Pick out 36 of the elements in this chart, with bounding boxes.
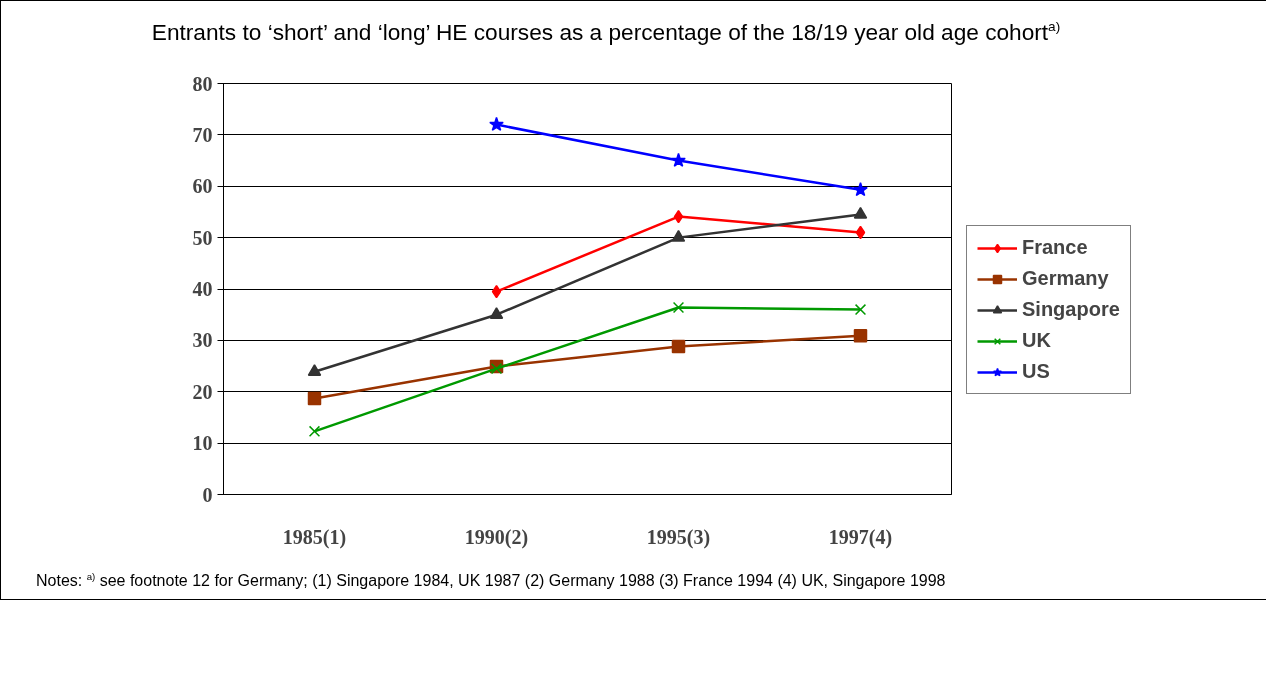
legend-label: Germany	[1022, 267, 1109, 291]
point	[671, 153, 686, 168]
y-tick-label: 30	[192, 329, 213, 352]
point	[489, 117, 504, 132]
y-tick-label: 70	[192, 124, 213, 147]
legend-label: France	[1022, 236, 1088, 260]
point	[308, 425, 321, 438]
x-tick-label: 1997(4)	[828, 525, 893, 549]
point	[672, 302, 685, 314]
y-tick-label: 50	[192, 227, 213, 249]
point	[673, 210, 684, 224]
point	[491, 285, 502, 299]
point	[853, 329, 868, 343]
y-tick-label: 0	[202, 483, 213, 506]
point	[671, 230, 686, 243]
legend-label: Singapore	[1022, 298, 1120, 322]
y-tick-label: 20	[192, 381, 213, 404]
x-tick-label: 1990(2)	[464, 525, 529, 549]
y-tick-label: 60	[192, 175, 213, 198]
y-tick-label: 80	[192, 72, 213, 95]
point	[854, 304, 867, 316]
point	[853, 182, 868, 197]
y-tick-label: 10	[192, 432, 213, 455]
point	[307, 364, 322, 377]
y-tick-label: 40	[192, 278, 213, 301]
legend-label: UK	[1022, 329, 1051, 353]
x-tick-label: 1985(1)	[282, 525, 347, 549]
point	[855, 226, 866, 240]
point	[489, 307, 504, 320]
point	[671, 340, 686, 354]
legend-label: US	[1022, 360, 1050, 384]
point	[307, 392, 322, 406]
point	[853, 207, 868, 220]
text: Notes: $^{a)}$ see footnote 12 for Germany; (1) Singapore 1984, UK 1987 (2) Germany 1988 (3) France 1994 (4) UK, Singapore 1998	[36, 570, 946, 592]
x-tick-label: 1995(3)	[646, 525, 711, 549]
chart-title: Entrants to ‘short’ and ‘long’ HE courses as a percentage of the 18/19 year old age cohort$^{a)}$	[151, 18, 1061, 47]
